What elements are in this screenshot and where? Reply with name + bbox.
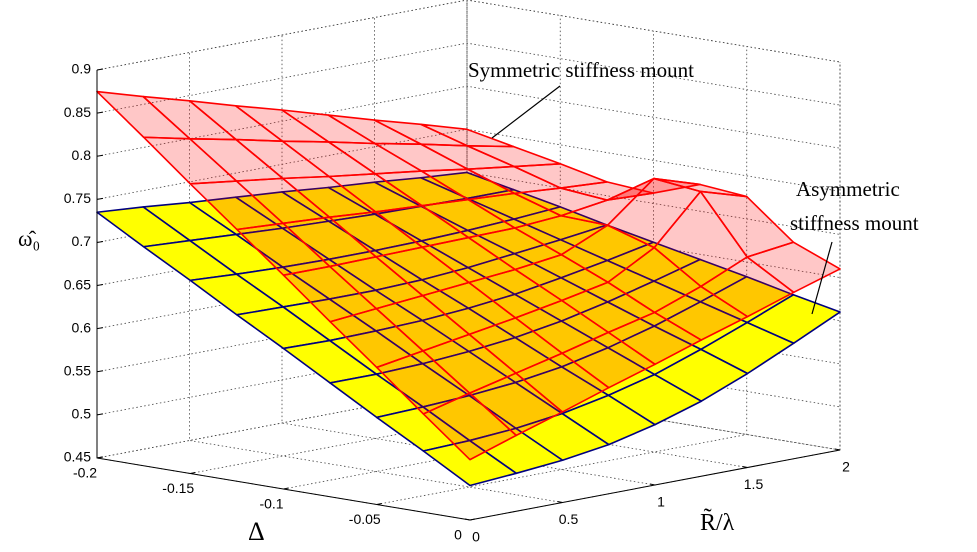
tick-mark	[96, 111, 104, 114]
z-tick-label: 0.85	[64, 104, 91, 120]
grid-line	[374, 17, 748, 468]
grid-line	[281, 35, 656, 486]
tick-mark	[96, 68, 104, 71]
z-tick-label: 0.6	[72, 319, 92, 335]
tick-mark	[96, 284, 104, 287]
z-tick-label: 0.65	[64, 276, 91, 292]
x-tick-label: 2	[842, 459, 850, 475]
grid-line	[376, 46, 748, 505]
z-tick-label: 0.9	[72, 61, 92, 77]
tick-mark	[96, 327, 104, 330]
y-tick-label: -0.1	[259, 496, 283, 512]
y-tick-label: 0	[454, 527, 462, 543]
z-tick-label: 0.7	[72, 233, 92, 249]
surface-cell	[422, 392, 518, 461]
annotation-leader	[811, 241, 833, 315]
x-tick-label: 1.5	[744, 476, 764, 492]
x-tick-label: 0.5	[559, 511, 579, 527]
z-tick-label: 0.8	[72, 147, 92, 163]
y-tick-label: -0.2	[73, 465, 97, 481]
z-axis-label: ω̂₀	[18, 226, 40, 251]
y-tick-label: -0.05	[349, 511, 381, 527]
tick-mark	[96, 370, 104, 373]
axis-line	[96, 70, 841, 521]
z-tick-label: 0.45	[64, 449, 91, 465]
axes: 0.45 0.5 0.55 0.6 0.65 0.7 0.75 0.8 0.85 0.9 0 0.5 1…	[64, 61, 850, 545]
grid-line	[189, 52, 563, 503]
grid-line	[96, 0, 841, 71]
x-axis-label: R̃/λ	[700, 508, 735, 536]
x-tick-label: 1	[657, 494, 665, 510]
grid-line	[96, 85, 841, 157]
annotation: Symmetric stiffness mount	[468, 58, 694, 82]
surfaces	[96, 90, 841, 487]
tick-mark	[96, 154, 104, 157]
x-tick-label: 0	[472, 529, 480, 545]
y-axis-label: Δ	[248, 517, 265, 546]
tick-mark	[96, 197, 104, 200]
y-tick-label: -0.15	[162, 480, 194, 496]
z-tick-label: 0.75	[64, 190, 91, 206]
annotation: stiffness mount	[790, 211, 919, 235]
annotation-leader	[491, 85, 561, 139]
tick-mark	[96, 413, 104, 416]
z-tick-label: 0.5	[72, 406, 92, 422]
annotation: Asymmetric	[796, 177, 900, 201]
z-tick-label: 0.55	[64, 362, 91, 378]
tick-mark	[96, 240, 104, 243]
